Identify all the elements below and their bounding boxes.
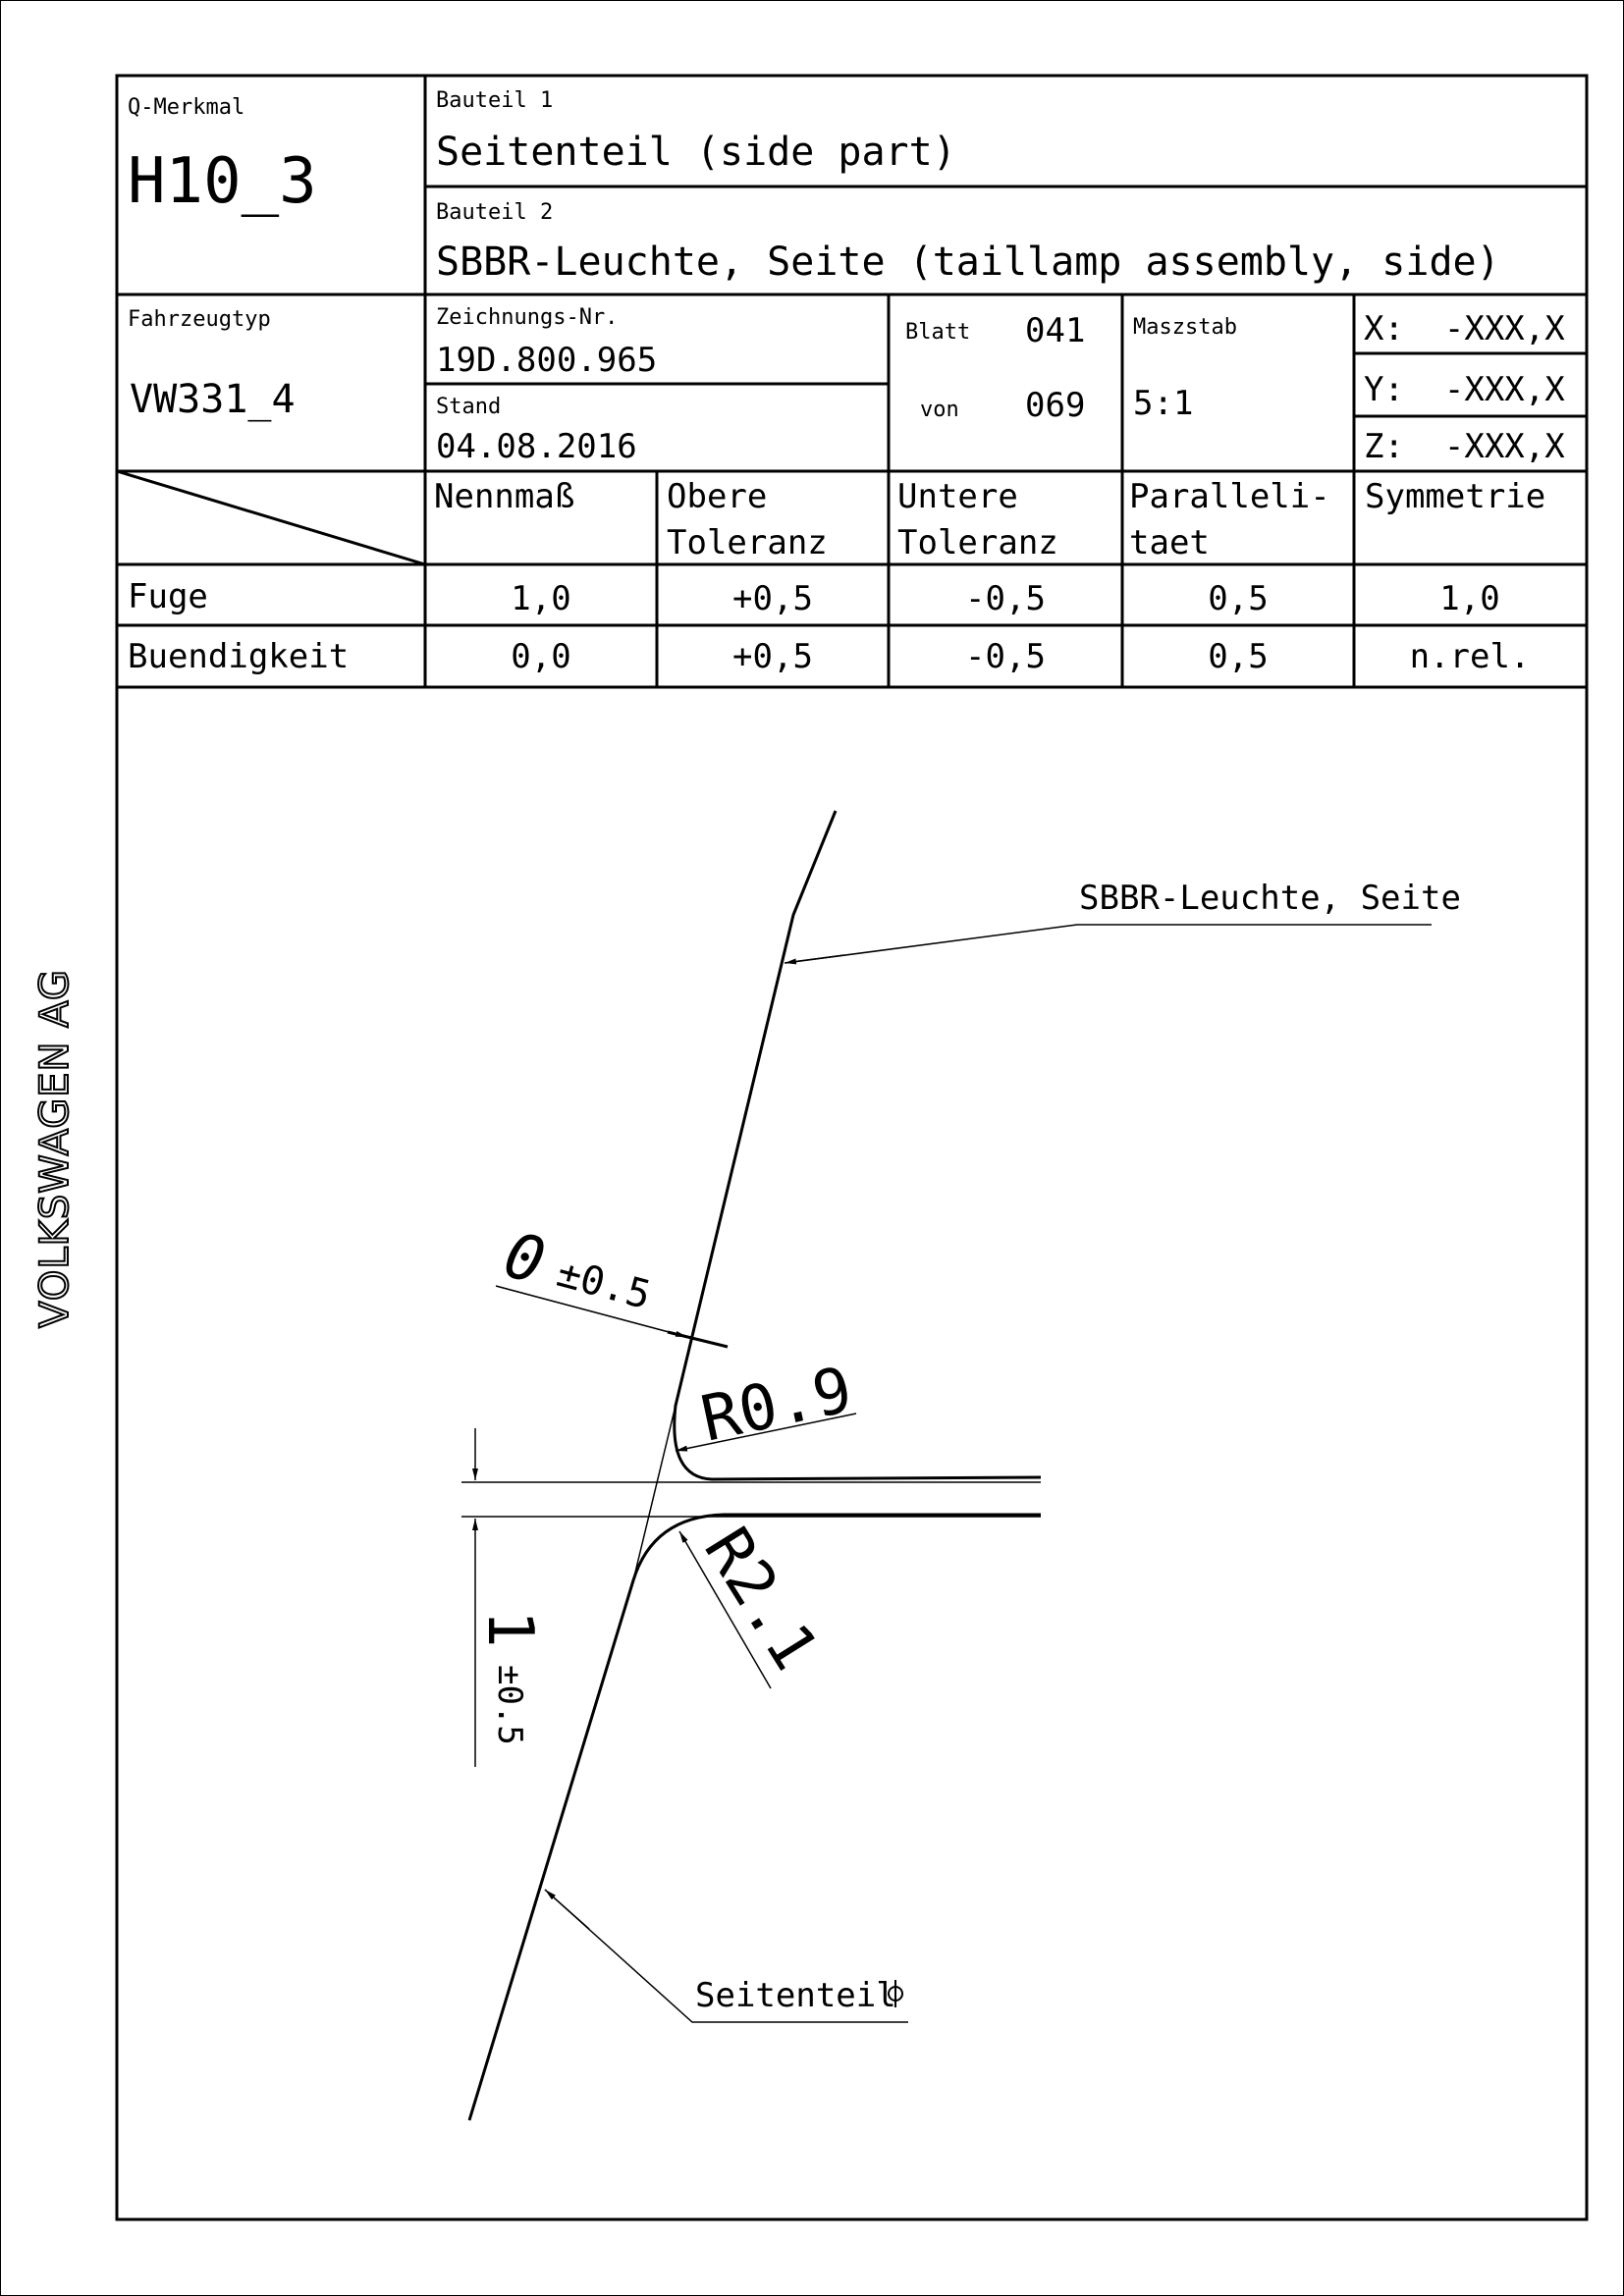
blatt-label: Blatt	[905, 320, 970, 345]
fahrzeugtyp-label: Fahrzeugtyp	[128, 307, 271, 332]
gap-value: 1	[473, 1610, 546, 1648]
col-parallel-1: Paralleli-	[1129, 477, 1330, 516]
row-fuge-label: Fuge	[128, 577, 208, 616]
gap-tolerance: ±0.5	[490, 1665, 529, 1745]
row-buendigkeit-parallel: 0,5	[1208, 637, 1268, 676]
blatt-value: 041	[1025, 311, 1085, 350]
flush-dimension-line	[495, 1285, 688, 1338]
flush-value: 0	[497, 1219, 552, 1299]
construction-line	[632, 1405, 677, 1581]
flush-tolerance: ±0.5	[553, 1251, 656, 1318]
stand-label: Stand	[436, 395, 501, 419]
row-fuge-parallel: 0,5	[1208, 579, 1268, 618]
callout-upper-leader	[785, 924, 1432, 964]
radius-small-leader	[675, 1413, 857, 1452]
col-obere-1: Obere	[667, 477, 767, 516]
row-fuge-symmetrie: 1,0	[1439, 579, 1499, 618]
row-buendigkeit-symmetrie: n.rel.	[1410, 637, 1531, 676]
col-obere-2: Toleranz	[667, 523, 828, 562]
radius-small-label: R0.9	[695, 1354, 858, 1456]
bauteil1-label: Bauteil 1	[436, 88, 553, 113]
phi-icon	[888, 1980, 903, 2007]
radius-large-label: R2.1	[689, 1516, 831, 1682]
col-untere-2: Toleranz	[897, 523, 1058, 562]
von-label: von	[920, 398, 959, 422]
row-fuge-untere: -0,5	[965, 579, 1046, 618]
row-buendigkeit-obere: +0,5	[732, 637, 813, 676]
radius-large-leader	[678, 1530, 772, 1689]
q-merkmal-value: H10_3	[128, 145, 317, 218]
q-merkmal-label: Q-Merkmal	[128, 95, 244, 120]
fahrzeugtyp-value: VW331_4	[130, 377, 296, 422]
callout-upper-label: SBBR-Leuchte, Seite	[1079, 879, 1461, 918]
row-buendigkeit-nennmass: 0,0	[511, 637, 570, 676]
row-buendigkeit-label: Buendigkeit	[128, 637, 349, 676]
row-fuge-nennmass: 1,0	[511, 579, 570, 618]
x-coord: X: -XXX,X	[1364, 309, 1565, 348]
bauteil2-label: Bauteil 2	[436, 200, 553, 225]
y-coord: Y: -XXX,X	[1364, 370, 1565, 409]
title-block	[116, 76, 1587, 689]
drawing-border	[115, 74, 1589, 2221]
row-fuge-obere: +0,5	[732, 579, 813, 618]
maszstab-label: Maszstab	[1133, 315, 1237, 340]
side-panel-profile	[467, 1513, 1041, 2121]
col-symmetrie: Symmetrie	[1365, 477, 1545, 516]
von-value: 069	[1025, 386, 1085, 425]
z-coord: Z: -XXX,X	[1364, 427, 1565, 466]
zeichnungs-value: 19D.800.965	[436, 341, 657, 380]
maszstab-value: 5:1	[1133, 384, 1193, 423]
col-nennmass: Nennmaß	[434, 477, 574, 516]
row-buendigkeit-untere: -0,5	[965, 637, 1046, 676]
bauteil1-value: Seitenteil (side part)	[436, 130, 956, 175]
section-drawing: SBBR-Leuchte, Seite Seitenteil 0 ±0.5 R0…	[461, 810, 1461, 2121]
zeichnungs-label: Zeichnungs-Nr.	[436, 305, 618, 330]
col-parallel-2: taet	[1129, 523, 1210, 562]
callout-lower-label: Seitenteil	[695, 1976, 896, 2015]
bauteil2-value: SBBR-Leuchte, Seite (taillamp assembly, …	[436, 240, 1500, 285]
stand-value: 04.08.2016	[436, 427, 637, 466]
col-untere-1: Untere	[897, 477, 1018, 516]
callout-lower-leader	[544, 1889, 908, 2023]
